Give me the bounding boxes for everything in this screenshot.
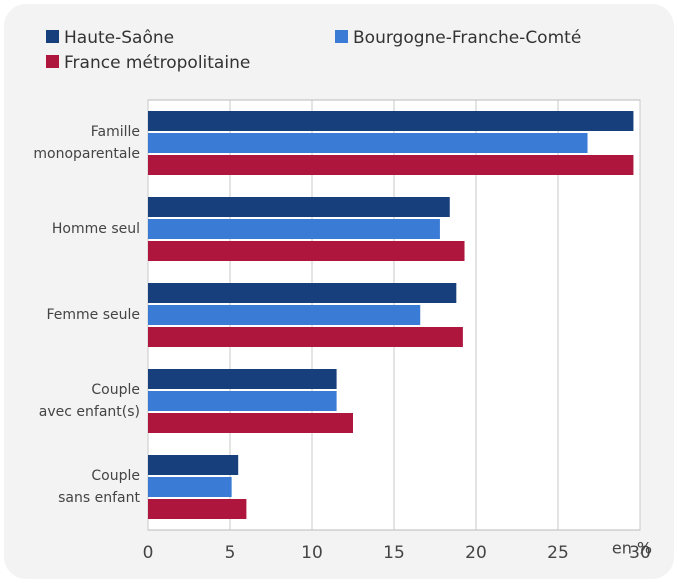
bar <box>148 283 457 303</box>
x-tick-label: 20 <box>465 543 487 563</box>
bar <box>148 391 337 411</box>
y-tick-label: Famille monoparentale <box>33 124 140 162</box>
x-tick-label: 15 <box>383 543 405 563</box>
bar <box>148 369 337 389</box>
bar <box>148 241 465 261</box>
bar <box>148 219 440 239</box>
legend-label: Haute-Saône <box>64 28 174 48</box>
bar <box>148 111 634 131</box>
x-tick-label: 0 <box>143 543 154 563</box>
bar <box>148 197 450 217</box>
y-tick-label: Couple avec enfant(s) <box>38 382 140 420</box>
x-tick-label: 25 <box>547 543 569 563</box>
bar <box>148 455 239 475</box>
bar <box>148 413 353 433</box>
legend-swatch <box>46 30 59 43</box>
x-tick-label: 30 <box>629 543 651 563</box>
bar <box>148 327 463 347</box>
x-tick-label: 5 <box>225 543 236 563</box>
bar <box>148 305 421 325</box>
bar <box>148 477 232 497</box>
y-tick-label: Femme seule <box>46 307 140 323</box>
legend-swatch <box>46 55 59 68</box>
legend-label: France métropolitaine <box>64 53 250 73</box>
bar <box>148 133 588 153</box>
legend-swatch <box>335 30 348 43</box>
legend-label: Bourgogne-Franche-Comté <box>353 28 581 48</box>
y-tick-label: Homme seul <box>51 221 140 237</box>
bar <box>148 499 247 519</box>
bar <box>148 155 634 175</box>
x-tick-label: 10 <box>301 543 323 563</box>
y-tick-label: Couple sans enfant <box>58 468 140 506</box>
x-axis-label: en % <box>612 539 652 558</box>
